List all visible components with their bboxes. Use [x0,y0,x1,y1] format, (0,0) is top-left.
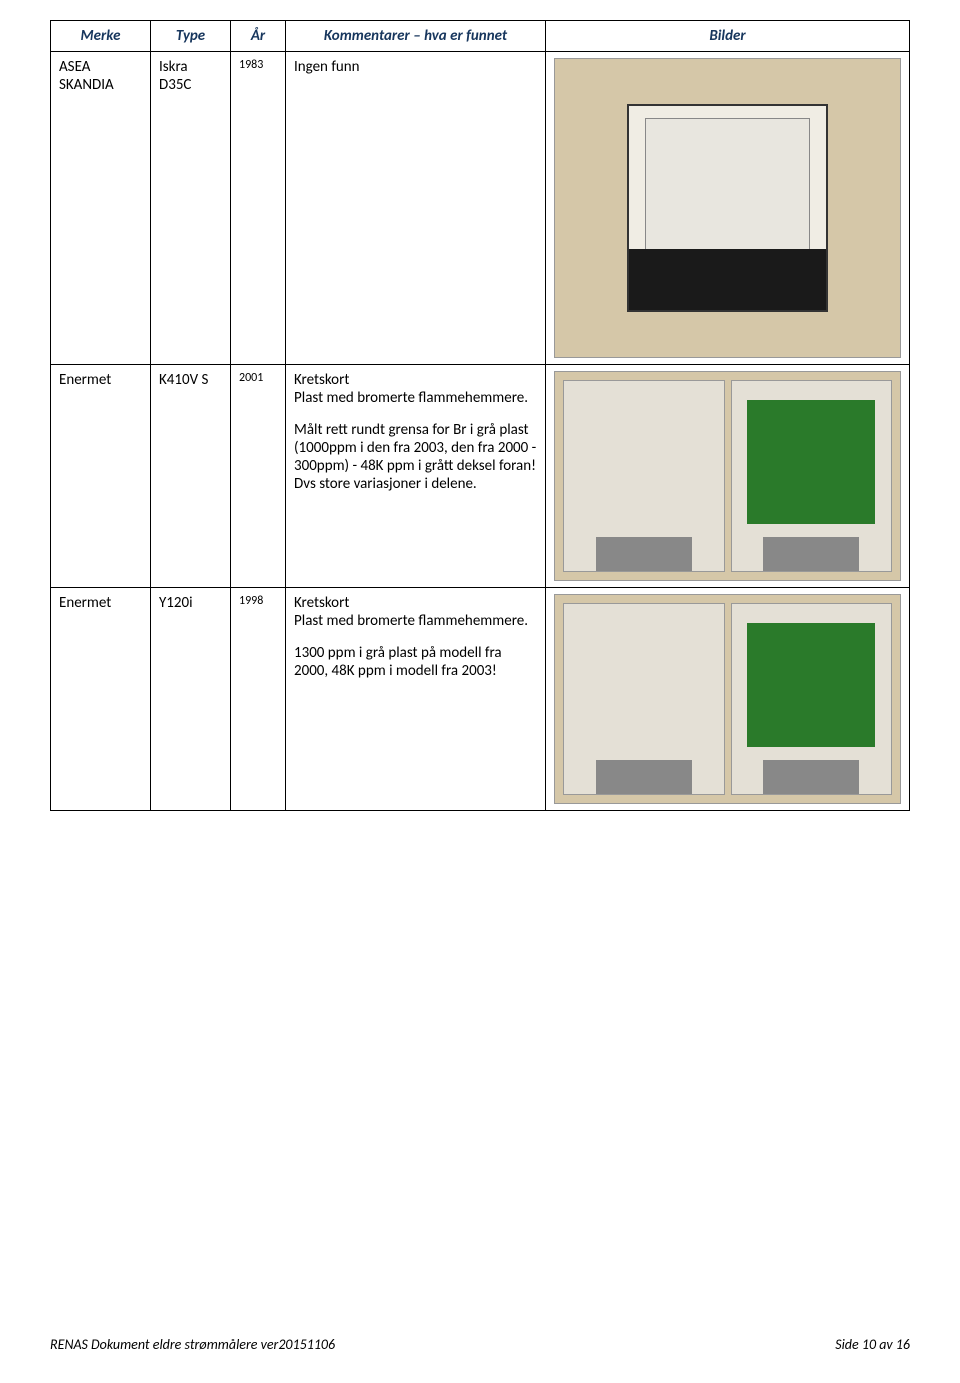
cell-merke: Enermet [51,365,151,588]
cell-comment: Ingen funn [286,52,546,365]
footer-left: RENAS Dokument eldre strømmålere ver2015… [50,1336,335,1353]
cell-merke: Enermet [51,588,151,811]
data-table: Merke Type År Kommentarer – hva er funne… [50,20,910,811]
meter-photo [554,58,901,358]
table-row: Enermet K410V S 2001 Kretskort Plast med… [51,365,910,588]
cell-year: 1998 [231,588,286,811]
cell-year: 2001 [231,365,286,588]
page-footer: RENAS Dokument eldre strømmålere ver2015… [50,1336,910,1353]
cell-comment: Kretskort Plast med bromerte flammehemme… [286,588,546,811]
comment-text: Ingen funn [294,58,537,76]
header-type: Type [151,21,231,52]
footer-right: Side 10 av 16 [835,1336,910,1353]
cell-image [546,365,910,588]
comment-text: Kretskort Plast med bromerte flammehemme… [294,371,537,407]
cell-type: K410V S [151,365,231,588]
comment-text: Kretskort Plast med bromerte flammehemme… [294,594,537,630]
cell-comment: Kretskort Plast med bromerte flammehemme… [286,365,546,588]
table-row: ASEA SKANDIA Iskra D35C 1983 Ingen funn [51,52,910,365]
header-ar: År [231,21,286,52]
cell-image [546,52,910,365]
cell-image [546,588,910,811]
header-bilder: Bilder [546,21,910,52]
table-row: Enermet Y120i 1998 Kretskort Plast med b… [51,588,910,811]
meter-photo [554,594,901,804]
header-merke: Merke [51,21,151,52]
header-row: Merke Type År Kommentarer – hva er funne… [51,21,910,52]
cell-type: Y120i [151,588,231,811]
header-kommentarer: Kommentarer – hva er funnet [286,21,546,52]
meter-photo [554,371,901,581]
comment-text: 1300 ppm i grå plast på modell fra 2000,… [294,644,537,680]
comment-text: Målt rett rundt grensa for Br i grå plas… [294,421,537,493]
cell-merke: ASEA SKANDIA [51,52,151,365]
cell-year: 1983 [231,52,286,365]
cell-type: Iskra D35C [151,52,231,365]
